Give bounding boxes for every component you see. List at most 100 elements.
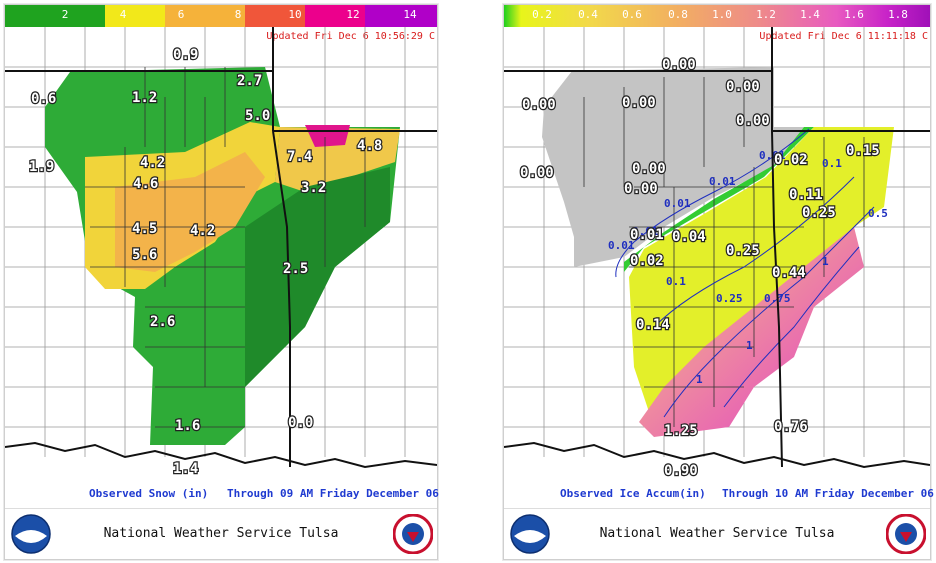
snow-value: 2.7: [237, 73, 262, 89]
snow-value: 2.5: [283, 261, 308, 277]
contour-label: 0.01: [664, 197, 691, 210]
legend-tick: 10: [288, 8, 302, 21]
legend-segment: [245, 5, 305, 27]
snow-value: 4.2: [140, 155, 165, 171]
legend-tick: 0.4: [578, 8, 598, 21]
legend-tick: 1.4: [800, 8, 820, 21]
ice-value: 0.02: [630, 253, 664, 269]
map-footer: National Weather Service Tulsa: [5, 508, 437, 559]
contour-label: 0.5: [868, 207, 888, 220]
contour-label: 1: [696, 373, 703, 386]
legend-tick: 12: [346, 8, 360, 21]
snow-value: 1.4: [173, 461, 198, 477]
legend-gradient: [504, 5, 930, 27]
map-caption-time: Through 10 AM Friday December 06: [722, 487, 934, 500]
contour-label: 1: [746, 339, 753, 352]
ice-value: 0.76: [774, 419, 808, 435]
ice-value: 0.25: [726, 243, 760, 259]
snow-value: 0.9: [173, 47, 198, 63]
snow-value: 5.6: [132, 247, 157, 263]
legend-tick: 4: [119, 8, 127, 21]
legend-tick: 1.8: [888, 8, 908, 21]
snow-map: 0.9 0.6 1.2 2.7 5.0 1.9 4.2 4.6 7.4 4.8 …: [5, 27, 437, 478]
updated-timestamp: Updated Fri Dec 6 10:56:29 C: [266, 31, 435, 42]
map-footer: National Weather Service Tulsa: [504, 508, 930, 559]
contour-label: 0.01: [632, 225, 659, 238]
state-borders: [5, 27, 437, 469]
snow-value: 4.8: [357, 138, 382, 154]
ice-heavy-area: [639, 227, 864, 437]
snow-value: 3.2: [301, 180, 326, 196]
snow-map-panel: 2 4 6 8 10 12 14 Updated Fri Dec 6 10:56…: [4, 4, 439, 560]
ice-map-panel: 0.2 0.4 0.6 0.8 1.0 1.2 1.4 1.6 1.8 Upda…: [503, 4, 934, 560]
ice-value: 0.00: [662, 57, 696, 73]
legend-tick: 1.6: [844, 8, 864, 21]
legend-tick: 0.8: [668, 8, 688, 21]
legend-tick: 1.2: [756, 8, 776, 21]
footer-title: National Weather Service Tulsa: [103, 526, 339, 541]
snow-value: 5.0: [245, 108, 270, 124]
ice-value: 0.04: [672, 229, 706, 245]
legend-tick: 6: [177, 8, 185, 21]
ice-value: 0.00: [632, 161, 666, 177]
ice-value: 1.25: [664, 423, 698, 439]
legend-segment: [365, 5, 437, 27]
ice-value: 0.00: [624, 181, 658, 197]
snow-5-6-in-area: [115, 152, 265, 272]
ice-value: 0.25: [802, 205, 836, 221]
ice-value: 0.44: [772, 265, 806, 281]
snow-value: 7.4: [287, 149, 312, 165]
noaa-logo: [510, 514, 550, 554]
legend-segment: [305, 5, 365, 27]
ice-value: 0.90: [664, 463, 698, 479]
updated-timestamp: Updated Fri Dec 6 11:11:18 C: [759, 31, 928, 42]
contour-label: 0.01: [709, 175, 736, 188]
snow-value: 4.5: [132, 221, 157, 237]
state-borders: [504, 27, 930, 469]
map-caption-variable: Observed Ice Accum(in): [560, 487, 706, 500]
ice-contours: [615, 128, 875, 418]
map-caption-time: Through 09 AM Friday December 06: [227, 487, 439, 500]
ice-trace-edge: [624, 127, 814, 272]
ice-value: 0.15: [846, 143, 880, 159]
ice-value: 0.00: [622, 95, 656, 111]
snow-value: 1.2: [132, 90, 157, 106]
snow-value: 4.2: [190, 223, 215, 239]
ice-legend: 0.2 0.4 0.6 0.8 1.0 1.2 1.4 1.6 1.8: [504, 5, 930, 27]
snow-1-2-in-area: [245, 167, 390, 387]
snow-value: 0.0: [288, 415, 313, 431]
ice-value: 0.02: [774, 152, 808, 168]
legend-segment: [165, 5, 245, 27]
legend-tick: 14: [403, 8, 417, 21]
snow-value: 0.6: [31, 91, 56, 107]
snow-value: 4.6: [133, 176, 158, 192]
contour-label: 0.01: [608, 239, 635, 252]
noaa-logo: [11, 514, 51, 554]
map-caption-variable: Observed Snow (in): [89, 487, 209, 500]
region-county-lines: [583, 77, 865, 427]
ice-zero-area: [542, 67, 804, 267]
ice-value: 0.11: [789, 187, 823, 203]
nws-logo: [393, 514, 433, 554]
contour-label: 0.25: [716, 292, 743, 305]
snow-value: 1.9: [29, 159, 54, 175]
legend-tick: 8: [234, 8, 242, 21]
contour-label: 1: [822, 255, 829, 268]
snow-east-band: [275, 127, 400, 192]
ice-map: 0.01 0.01 0.01 0.01 0.01 0.1 0.5 0.1 0.2…: [504, 27, 930, 480]
legend-tick: 0.6: [622, 8, 642, 21]
ice-value: 0.00: [522, 97, 556, 113]
legend-tick: 1.0: [712, 8, 732, 21]
ice-value: 0.00: [726, 79, 760, 95]
snow-value: 1.6: [175, 418, 200, 434]
legend-tick: 2: [61, 8, 69, 21]
snow-legend: 2 4 6 8 10 12 14: [5, 5, 437, 27]
region-county-lines: [85, 67, 366, 428]
ice-value: 0.01: [630, 227, 664, 243]
legend-tick: 0.2: [532, 8, 552, 21]
snow-value: 2.6: [150, 314, 175, 330]
contour-label: 0.1: [666, 275, 686, 288]
ice-value: 0.00: [520, 165, 554, 181]
legend-segment: [5, 5, 105, 27]
ice-value: 0.00: [736, 113, 770, 129]
